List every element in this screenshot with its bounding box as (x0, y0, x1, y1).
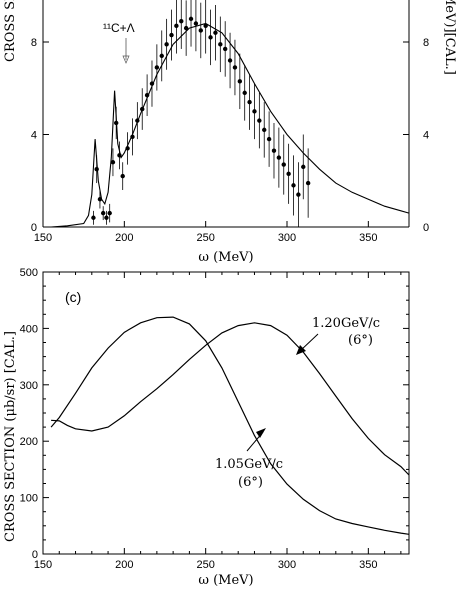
data-point (188, 16, 194, 22)
data-point (271, 148, 277, 153)
series-label-120: 1.20GeV/c (312, 316, 380, 331)
top-ylabel-right: MeV)][CAL.] (442, 0, 457, 75)
bottom-y-tick-label: 300 (20, 380, 38, 392)
data-point (252, 109, 257, 114)
data-point (242, 90, 247, 96)
bottom-y-tick-label: 0 (32, 549, 38, 561)
top-y-tick-label: 4 (31, 130, 37, 142)
data-point (107, 210, 112, 216)
data-point (208, 35, 213, 40)
data-point (193, 21, 199, 26)
bottom-ylabel: CROSS SECTION (μb/sr) [CAL.] (3, 331, 18, 542)
data-point (94, 166, 99, 172)
data-point (110, 160, 116, 165)
arrow-120 (296, 333, 319, 355)
data-point (174, 23, 179, 29)
top-x-tick-label: 350 (359, 232, 377, 244)
data-point (266, 136, 272, 142)
data-point (247, 99, 252, 105)
top-y-right-tick-label: 0 (423, 222, 429, 234)
top-x-tick-label: 250 (196, 232, 214, 244)
bottom-x-tick-label: 350 (359, 559, 377, 571)
lambda-annotation: ¹¹C+Λ (103, 21, 135, 35)
data-point (154, 65, 160, 70)
series-angle-120: (6°) (348, 333, 373, 348)
top-ylabel: CROSS SE (3, 0, 18, 62)
data-point (198, 28, 203, 33)
top-y-right-tick-label: 4 (423, 130, 429, 142)
bottom-y-tick-label: 400 (20, 323, 38, 335)
bottom-y-tick-label: 500 (20, 267, 38, 279)
data-point (222, 46, 228, 52)
top-x-tick-label: 300 (278, 232, 296, 244)
data-point (305, 180, 311, 186)
data-point (120, 173, 125, 179)
top-y-right-tick-label: 8 (423, 37, 429, 49)
bottom-y-tick-label: 200 (20, 436, 38, 448)
data-point (291, 183, 296, 188)
calc-curve (51, 22, 410, 228)
data-point (232, 65, 238, 70)
data-point (227, 58, 233, 63)
panel-label: (c) (65, 289, 81, 305)
series-line-120 (51, 322, 410, 476)
data-point (100, 210, 106, 216)
series-line-105 (50, 316, 410, 535)
data-point (262, 127, 267, 133)
data-point (169, 32, 174, 38)
bottom-frame (42, 271, 410, 555)
top-x-tick-label: 150 (34, 232, 52, 244)
data-point (237, 79, 243, 84)
bottom-xlabel: ω (MeV) (198, 573, 253, 588)
annotation-arrow (122, 38, 130, 64)
data-point (286, 171, 291, 177)
bottom-x-tick-label: 200 (115, 559, 133, 571)
data-point (276, 155, 282, 160)
top-y-tick-label: 0 (31, 222, 37, 234)
top-y-tick-label: 8 (31, 37, 37, 49)
top-x-tick-label: 200 (115, 232, 133, 244)
data-point (183, 25, 189, 31)
top-panel: 150 200 250 300 350 0 4 8 0 4 8 CROSS SE MeV)][CAL… (3, 0, 457, 265)
data-point (218, 42, 223, 47)
series-label-105: 1.05GeV/c (215, 457, 283, 472)
data-point (296, 192, 301, 197)
bottom-x-tick-label: 300 (278, 559, 296, 571)
bottom-panel: 150 200 250 300 350 0 100 200 300 400 500 (c) CROS… (3, 267, 410, 588)
data-point (281, 162, 286, 167)
bottom-y-tick-label: 100 (20, 493, 38, 505)
data-point (104, 215, 109, 220)
bottom-x-tick-label: 250 (196, 559, 214, 571)
series-angle-105: (6°) (238, 475, 263, 490)
data-point (164, 42, 169, 47)
data-point (301, 164, 306, 170)
arrow-105 (246, 428, 266, 452)
data-point (213, 30, 218, 35)
data-point (159, 53, 164, 59)
data-point (91, 215, 96, 220)
bottom-x-tick-label: 150 (34, 559, 52, 571)
data-point (179, 18, 184, 24)
top-xlabel: ω (MeV) (198, 250, 253, 265)
data-point (257, 118, 262, 123)
